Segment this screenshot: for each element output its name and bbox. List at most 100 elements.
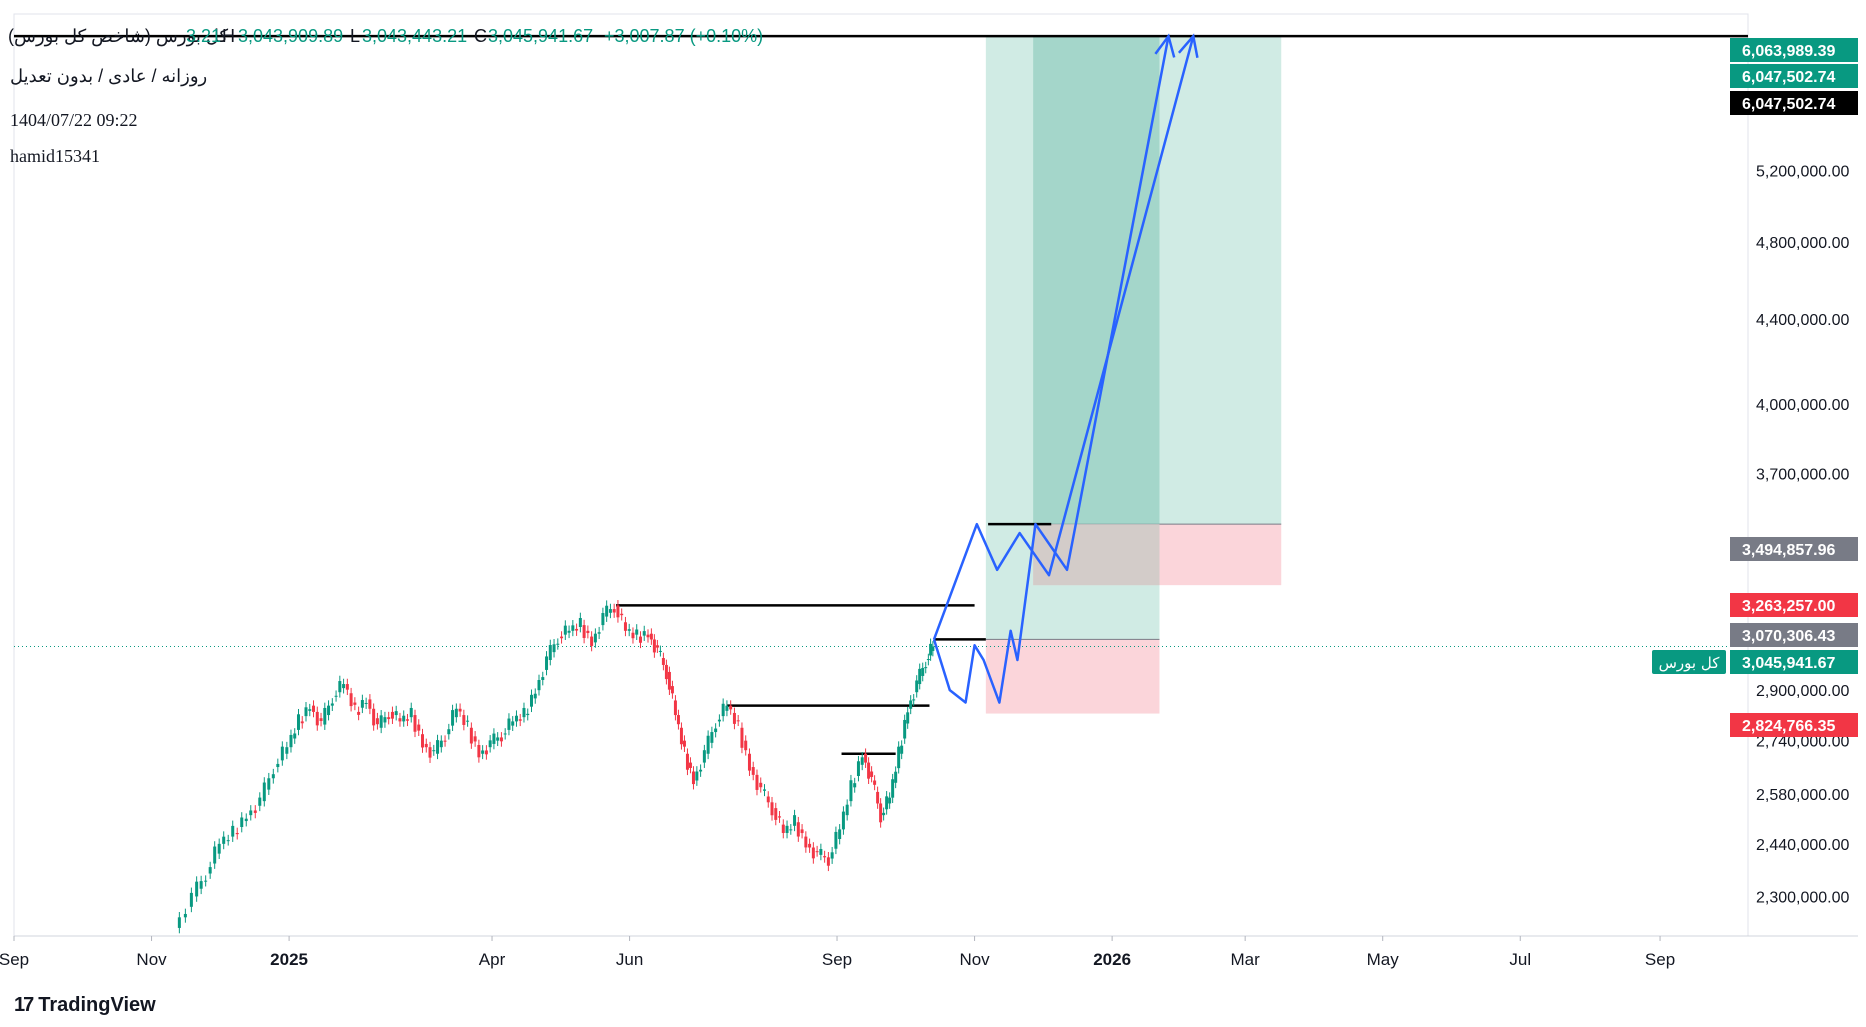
candlestick-series (177, 600, 935, 934)
candle (785, 825, 789, 833)
time-tick-label: Apr (479, 950, 506, 969)
candle (931, 646, 935, 651)
price-badge (1730, 650, 1858, 674)
price-badge (1730, 38, 1858, 62)
long-position-1-stop-zone (985, 639, 1160, 714)
high-value: 3,043,909.89 (238, 26, 344, 46)
candle (623, 622, 627, 631)
candle (721, 703, 725, 717)
candle (249, 810, 253, 816)
price-tick-label: 3,700,000.00 (1756, 466, 1850, 483)
candle (635, 629, 639, 635)
candle (353, 702, 357, 705)
candle (631, 632, 635, 639)
candle (856, 761, 860, 777)
candle (800, 829, 804, 834)
candle (244, 818, 248, 822)
candle (924, 667, 928, 669)
symbol-badge (1652, 650, 1726, 674)
close-value: 3,045,941.67 (488, 26, 594, 46)
candle (511, 721, 515, 726)
candle (253, 810, 257, 813)
candle (759, 782, 763, 788)
candle (673, 700, 677, 716)
time-tick-label: Nov (959, 950, 990, 969)
candle (454, 708, 458, 718)
candle (285, 747, 289, 754)
zone-overlap (1033, 36, 1160, 525)
candle (258, 797, 262, 806)
candle (545, 656, 549, 670)
tradingview-logo[interactable]: 17 TradingView (14, 994, 156, 1017)
price-badge-label: 3,045,941.67 (1742, 655, 1836, 672)
candle (383, 717, 387, 723)
price-tick-label: 4,400,000.00 (1756, 312, 1850, 329)
candle (860, 757, 864, 765)
change-value: +3,007.87 (+0.10%) (604, 26, 764, 46)
symbol-title[interactable]: کل بورس (شاخص کل بورس) (8, 26, 229, 46)
candle (646, 634, 650, 638)
price-tick-label: 2,740,000.00 (1756, 734, 1850, 751)
candle (409, 707, 413, 718)
price-badge (1730, 64, 1858, 88)
candle (882, 812, 886, 816)
candle (526, 713, 530, 716)
interval-label: روزانه / عادی / بدون تعدیل (10, 66, 208, 86)
candle (439, 740, 443, 748)
candle (915, 680, 919, 693)
candle (755, 774, 759, 790)
candle (714, 728, 718, 733)
candle (488, 740, 492, 748)
candle (879, 803, 883, 823)
candle (345, 684, 349, 690)
candle (514, 715, 518, 722)
candle (217, 843, 221, 854)
candle (781, 824, 785, 833)
low-value: 3,043,443.21 (362, 26, 468, 46)
candle (338, 681, 342, 693)
time-axis[interactable]: Sep Nov 2025 Apr Jun Sep Nov 2026 Mar May Jul Sep (0, 936, 1675, 969)
tradingview-logo-icon: 17 (14, 994, 34, 1016)
candle (262, 782, 266, 802)
candle (649, 633, 653, 640)
candle (699, 769, 703, 772)
candle (240, 817, 244, 828)
price-tick-label: 5,200,000.00 (1756, 164, 1850, 181)
price-badge (1730, 713, 1858, 737)
grid (13, 13, 1858, 937)
candle (702, 750, 706, 763)
price-tick-label: 4,800,000.00 (1756, 235, 1850, 252)
candle (372, 708, 376, 726)
high-label: H (222, 26, 235, 46)
candle (529, 694, 533, 707)
price-axis[interactable]: 2,300,000.00 2,440,000.00 2,580,000.00 2,74… (1756, 36, 1850, 906)
candle (819, 849, 823, 855)
time-tick-label: Sep (1645, 950, 1675, 969)
price-badge (1730, 623, 1858, 647)
candle (867, 762, 871, 779)
candle (199, 881, 203, 889)
candle (368, 699, 372, 709)
candle (593, 633, 597, 643)
price-badge (1730, 537, 1858, 561)
candle (793, 815, 797, 826)
symbol-badge-label: کل بورس (1659, 654, 1721, 672)
candle (235, 832, 239, 835)
candle (195, 881, 199, 897)
candle (533, 693, 537, 699)
candle (357, 711, 361, 715)
open-value: 3.21 (186, 26, 222, 46)
candle (473, 736, 477, 742)
candle (762, 789, 766, 791)
candle (451, 710, 455, 726)
candle (796, 822, 800, 837)
author-name: hamid15341 (10, 146, 100, 166)
candle (226, 840, 230, 842)
candle (575, 628, 579, 631)
candle (458, 708, 462, 712)
candle (661, 658, 665, 665)
candle (204, 880, 208, 882)
candle (213, 846, 217, 864)
candle (556, 643, 560, 645)
